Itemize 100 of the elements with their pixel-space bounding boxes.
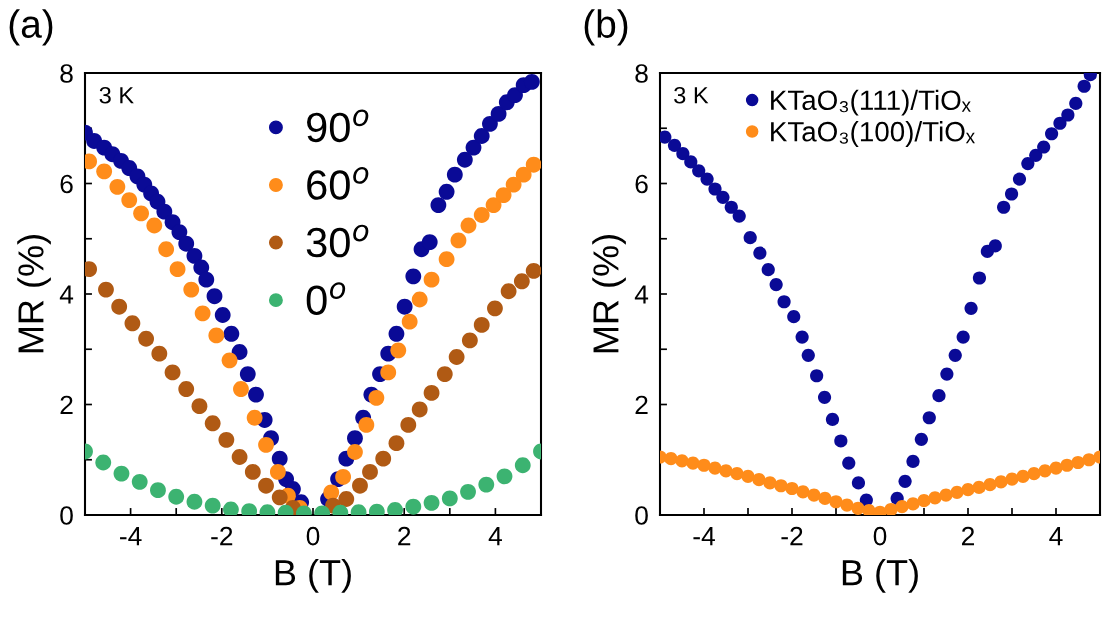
point <box>214 307 231 323</box>
point <box>660 130 672 144</box>
chart-title: (b) <box>584 9 628 46</box>
point <box>795 330 809 344</box>
point <box>95 454 112 471</box>
point <box>138 330 155 347</box>
point <box>478 476 495 493</box>
point <box>473 207 490 223</box>
point <box>1016 469 1030 483</box>
point <box>708 461 722 475</box>
point <box>730 466 744 481</box>
point <box>667 138 682 152</box>
point <box>1077 79 1091 93</box>
y-tick-label: 8 <box>60 64 73 83</box>
point <box>1069 96 1083 110</box>
point <box>829 495 843 509</box>
point <box>388 325 405 342</box>
x-tick-label: -2 <box>211 526 233 546</box>
point <box>448 349 465 365</box>
point <box>700 172 714 186</box>
point <box>347 430 363 447</box>
point <box>840 498 854 512</box>
x-tick-label: 4 <box>488 527 502 546</box>
point <box>271 450 288 467</box>
point <box>133 205 150 222</box>
y-axis-title: MR (%) <box>17 235 51 353</box>
point <box>390 342 407 359</box>
point <box>411 401 428 418</box>
point <box>198 271 215 288</box>
point <box>269 463 286 480</box>
point <box>1027 466 1041 481</box>
point <box>191 398 208 415</box>
point <box>1004 187 1019 201</box>
point <box>338 491 355 507</box>
point <box>810 369 824 383</box>
point <box>898 474 912 488</box>
point <box>121 192 138 208</box>
point <box>156 203 173 220</box>
point <box>525 262 541 279</box>
point <box>761 263 775 277</box>
point <box>743 231 757 245</box>
x-tick-label: 2 <box>398 526 411 546</box>
x-axis-title: B (T) <box>275 559 351 593</box>
point <box>423 271 440 288</box>
point <box>258 436 274 453</box>
point <box>1071 455 1085 470</box>
point <box>358 417 375 433</box>
point <box>834 434 848 448</box>
point <box>1038 464 1052 478</box>
point <box>964 301 978 315</box>
legend-label: 90$^{o}$ <box>307 109 369 143</box>
point <box>675 454 689 468</box>
point <box>940 367 954 381</box>
point <box>741 469 755 483</box>
point <box>323 484 340 501</box>
annotation: 3 K <box>674 86 709 104</box>
x-axis-title: B (T) <box>842 559 918 593</box>
point <box>490 105 507 122</box>
point <box>218 431 235 448</box>
y-tick-label: 4 <box>634 285 649 304</box>
point <box>335 468 352 485</box>
point <box>441 490 458 507</box>
point <box>997 200 1011 214</box>
point <box>525 156 541 173</box>
point <box>98 281 114 298</box>
point <box>1021 157 1035 171</box>
point <box>950 485 964 499</box>
point <box>817 390 832 404</box>
point <box>405 498 422 515</box>
point <box>473 317 490 333</box>
x-tick-label: -4 <box>693 527 715 546</box>
point <box>851 476 866 490</box>
point <box>186 247 203 264</box>
legend-label: 60$^{o}$ <box>307 167 369 200</box>
point <box>1053 116 1067 130</box>
point <box>796 485 810 499</box>
legend-label: KTaO₃(100)/TiOₓ <box>771 121 975 147</box>
point <box>906 497 920 511</box>
y-tick-label: 4 <box>59 285 74 304</box>
point <box>111 298 128 315</box>
point <box>446 166 463 183</box>
point <box>239 366 256 383</box>
point <box>716 190 730 204</box>
point <box>396 298 413 315</box>
point <box>763 476 777 490</box>
point <box>1060 458 1074 472</box>
y-tick-label: 0 <box>60 506 73 525</box>
point <box>109 178 126 195</box>
point <box>169 261 186 278</box>
point <box>248 386 264 403</box>
point <box>932 389 946 403</box>
point <box>430 197 447 213</box>
point <box>988 239 1002 253</box>
point <box>485 197 502 213</box>
point <box>1005 472 1019 486</box>
point <box>708 182 722 196</box>
point <box>914 432 928 446</box>
point <box>972 271 987 285</box>
point <box>204 497 221 514</box>
point <box>131 473 148 490</box>
